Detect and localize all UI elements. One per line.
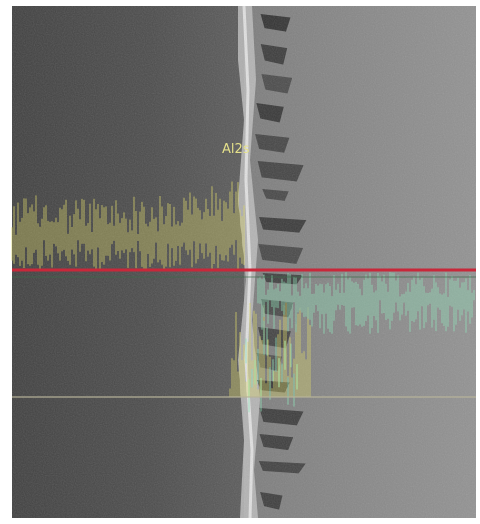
- yellow-signal-trace: [11, 181, 311, 397]
- yellow-trace-path: [11, 181, 311, 397]
- green-signal-trace: [245, 272, 475, 413]
- element-label: Al2s: [222, 142, 250, 157]
- green-trace-path: [245, 272, 475, 413]
